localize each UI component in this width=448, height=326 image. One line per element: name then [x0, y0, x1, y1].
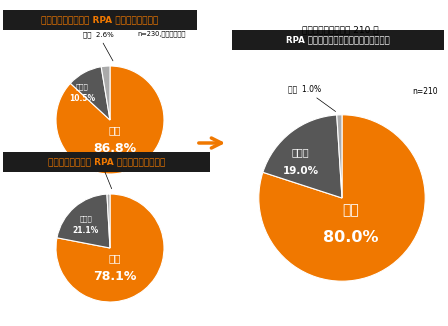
- FancyBboxPatch shape: [232, 30, 444, 50]
- Text: 不明  1.0%: 不明 1.0%: [288, 84, 336, 111]
- Text: 不明  0.9%: 不明 0.9%: [86, 159, 116, 189]
- Wedge shape: [70, 67, 110, 120]
- Text: n=210: n=210: [413, 87, 438, 96]
- FancyBboxPatch shape: [3, 10, 197, 30]
- Wedge shape: [259, 115, 425, 281]
- Text: 「はい」と回答した 210 社: 「はい」と回答した 210 社: [302, 25, 378, 35]
- Text: いいえ: いいえ: [76, 83, 88, 90]
- Text: はい: はい: [342, 203, 359, 217]
- FancyBboxPatch shape: [3, 152, 210, 172]
- Text: 10.5%: 10.5%: [69, 94, 95, 103]
- Wedge shape: [107, 194, 110, 248]
- Text: いいえ: いいえ: [292, 147, 309, 157]
- Wedge shape: [57, 194, 110, 248]
- Text: 21.1%: 21.1%: [73, 226, 99, 235]
- Wedge shape: [337, 115, 342, 198]
- Text: はい: はい: [108, 253, 121, 263]
- Wedge shape: [101, 66, 110, 120]
- Text: 86.8%: 86.8%: [93, 141, 136, 155]
- Wedge shape: [263, 115, 342, 198]
- Wedge shape: [56, 194, 164, 302]
- Text: できれば自社社員が RPA を使いこなしたい: できれば自社社員が RPA を使いこなしたい: [41, 16, 159, 24]
- Text: n=230,未検討を除く: n=230,未検討を除く: [137, 30, 185, 37]
- Text: 不明  2.6%: 不明 2.6%: [83, 31, 114, 61]
- Text: n=230,未検討を除く: n=230,未検討を除く: [137, 158, 185, 165]
- Text: できるだけ早期に RPA 化したい業務がある: できるだけ早期に RPA 化したい業務がある: [48, 157, 165, 167]
- Text: 80.0%: 80.0%: [323, 230, 378, 245]
- Text: 78.1%: 78.1%: [93, 270, 136, 283]
- Text: いいえ: いいえ: [79, 215, 92, 222]
- Text: はい: はい: [108, 125, 121, 135]
- Text: RPA に関する知識や人員の不足を感じる: RPA に関する知識や人員の不足を感じる: [286, 36, 390, 45]
- Wedge shape: [56, 66, 164, 174]
- Text: 19.0%: 19.0%: [282, 166, 319, 175]
